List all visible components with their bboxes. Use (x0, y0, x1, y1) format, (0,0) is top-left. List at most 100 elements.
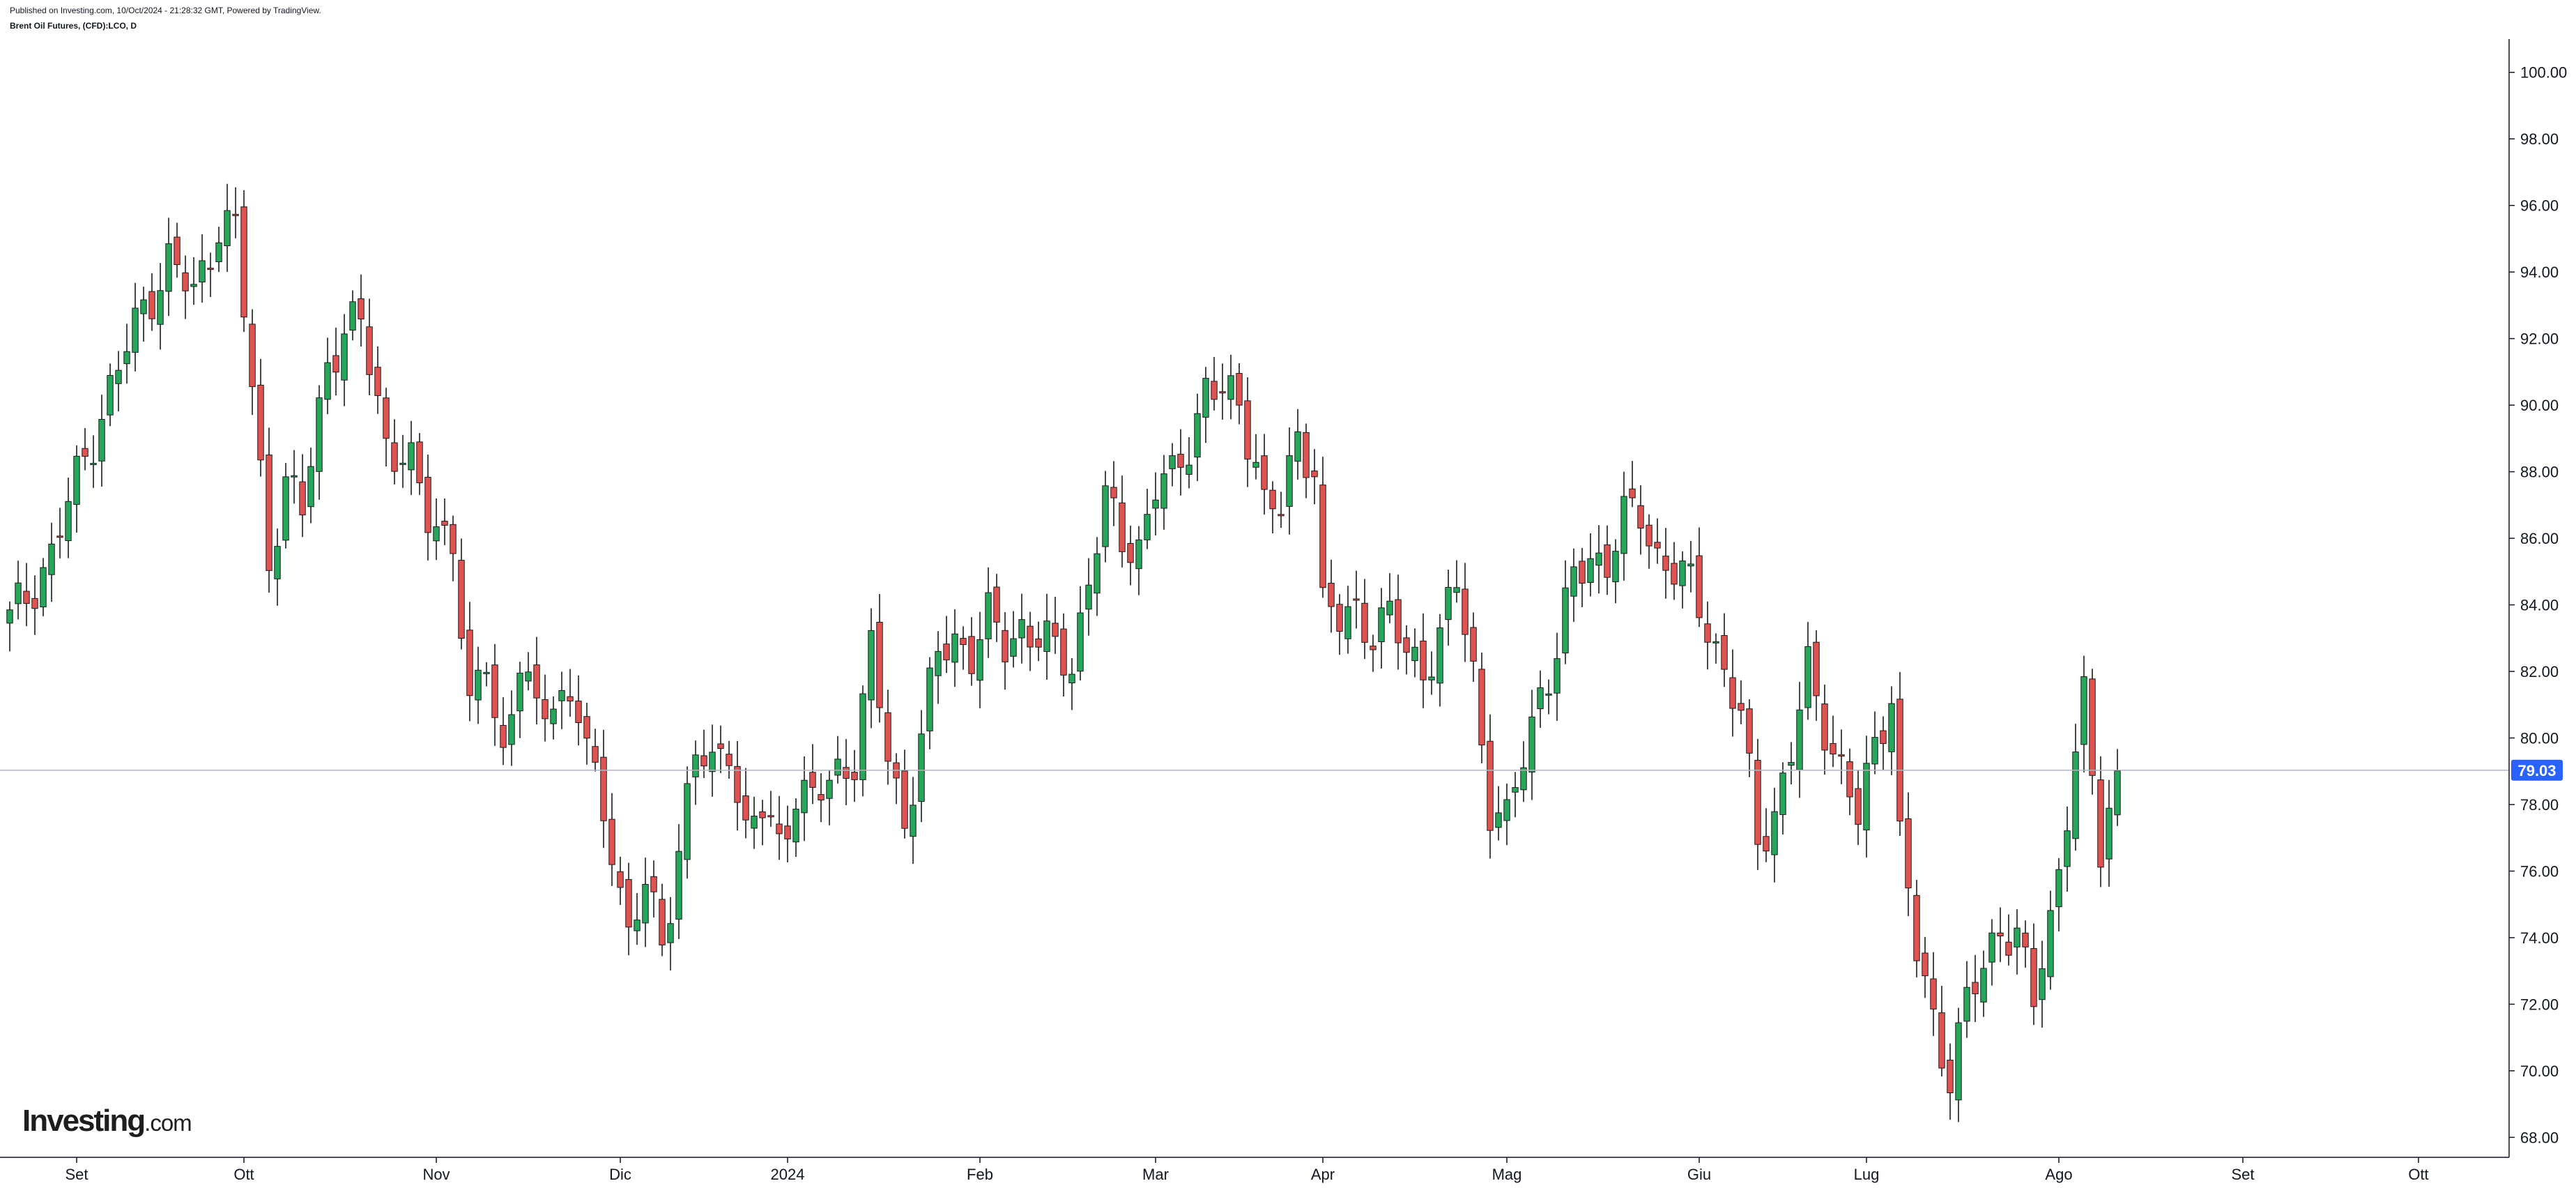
candle (1579, 547, 1586, 607)
candle (98, 395, 105, 487)
candle (1186, 437, 1193, 489)
candle (1303, 423, 1310, 498)
last-price-badge (2511, 759, 2563, 781)
candle (1595, 525, 1602, 594)
candle (416, 433, 423, 495)
candle (792, 798, 799, 857)
candle (542, 674, 549, 742)
candle (1194, 393, 1201, 482)
candle (257, 358, 264, 477)
candle (1988, 919, 1995, 986)
candle (1637, 485, 1644, 555)
candle (1654, 518, 1661, 564)
candle (1838, 729, 1845, 784)
candle (182, 255, 189, 319)
y-tick-label: 74.00 (2520, 929, 2559, 947)
candle (1227, 354, 1234, 420)
candle (943, 616, 950, 673)
candle (475, 646, 482, 724)
y-axis: 68.00 70.00 72.00 74.00 76.00 78.00 80.00 82.00… (2508, 39, 2567, 1157)
candle (634, 892, 641, 945)
candle (1252, 434, 1259, 480)
candle (675, 824, 682, 939)
candle (1880, 716, 1887, 770)
x-tick-label: Ott (2408, 1166, 2428, 1183)
candle (784, 805, 791, 862)
candle (1152, 472, 1159, 535)
y-tick-label: 94.00 (2520, 264, 2559, 281)
candle (174, 222, 181, 278)
published-note: Published on Investing.com, 10/Oct/2024 … (10, 6, 321, 15)
candle (742, 768, 749, 839)
candle (1319, 457, 1326, 598)
candle (592, 729, 599, 772)
x-tick-label: Feb (967, 1166, 993, 1183)
candle (1378, 588, 1385, 669)
candle (1754, 738, 1761, 870)
candle (1696, 527, 1703, 627)
candle (1127, 525, 1134, 586)
candle (567, 669, 574, 717)
candle (2047, 890, 2054, 990)
candle (433, 498, 440, 561)
candle (500, 697, 507, 766)
candle (249, 309, 256, 416)
candle (291, 450, 298, 504)
symbol-title: Brent Oil Futures, (CFD):LCO, D (10, 21, 137, 31)
candle (826, 770, 833, 825)
x-tick-label: 2024 (771, 1166, 805, 1183)
candle (458, 538, 465, 650)
candle (148, 273, 155, 331)
candle (1110, 461, 1117, 526)
candle (600, 729, 607, 848)
candle (1119, 475, 1126, 568)
candle (893, 753, 900, 805)
candle (1386, 573, 1393, 623)
candle (1612, 539, 1619, 604)
candle (1370, 634, 1377, 672)
candle (1077, 586, 1084, 681)
candle (1395, 574, 1402, 670)
candles-layer (6, 183, 2121, 1122)
y-tick-label: 70.00 (2520, 1063, 2559, 1080)
y-tick-label: 84.00 (2520, 597, 2559, 614)
candle (299, 454, 306, 538)
candle (1269, 481, 1276, 534)
candle (910, 777, 917, 865)
candle (1830, 715, 1837, 768)
y-tick-label: 68.00 (2520, 1129, 2559, 1146)
candle (926, 657, 933, 749)
candle (165, 218, 172, 317)
candle (1135, 526, 1142, 595)
candle (1294, 409, 1301, 480)
candle (1428, 651, 1435, 695)
candle (1545, 679, 1552, 715)
candle (1679, 551, 1686, 609)
y-tick-label: 100.00 (2520, 64, 2567, 82)
candle (608, 793, 615, 886)
x-tick-label: Ott (233, 1166, 254, 1183)
candle (525, 652, 532, 691)
candle (1286, 427, 1293, 535)
candle (617, 856, 624, 905)
y-tick-label: 78.00 (2520, 796, 2559, 814)
candle (692, 740, 699, 805)
last-price-badge-layer: 79.03 (2511, 759, 2563, 781)
candle (834, 736, 841, 784)
x-tick-label: Giu (1687, 1166, 1711, 1183)
candle (1411, 628, 1418, 678)
candle (843, 739, 850, 805)
candle (2014, 909, 2021, 975)
candle (274, 528, 281, 606)
candle (516, 662, 523, 738)
candle (684, 766, 691, 879)
candle (1671, 542, 1678, 600)
candle (1144, 489, 1151, 549)
candle (901, 749, 908, 839)
candle (2064, 806, 2071, 892)
candle (1177, 429, 1184, 496)
candle (726, 740, 733, 779)
candle (1562, 560, 1569, 664)
candle (717, 725, 724, 773)
